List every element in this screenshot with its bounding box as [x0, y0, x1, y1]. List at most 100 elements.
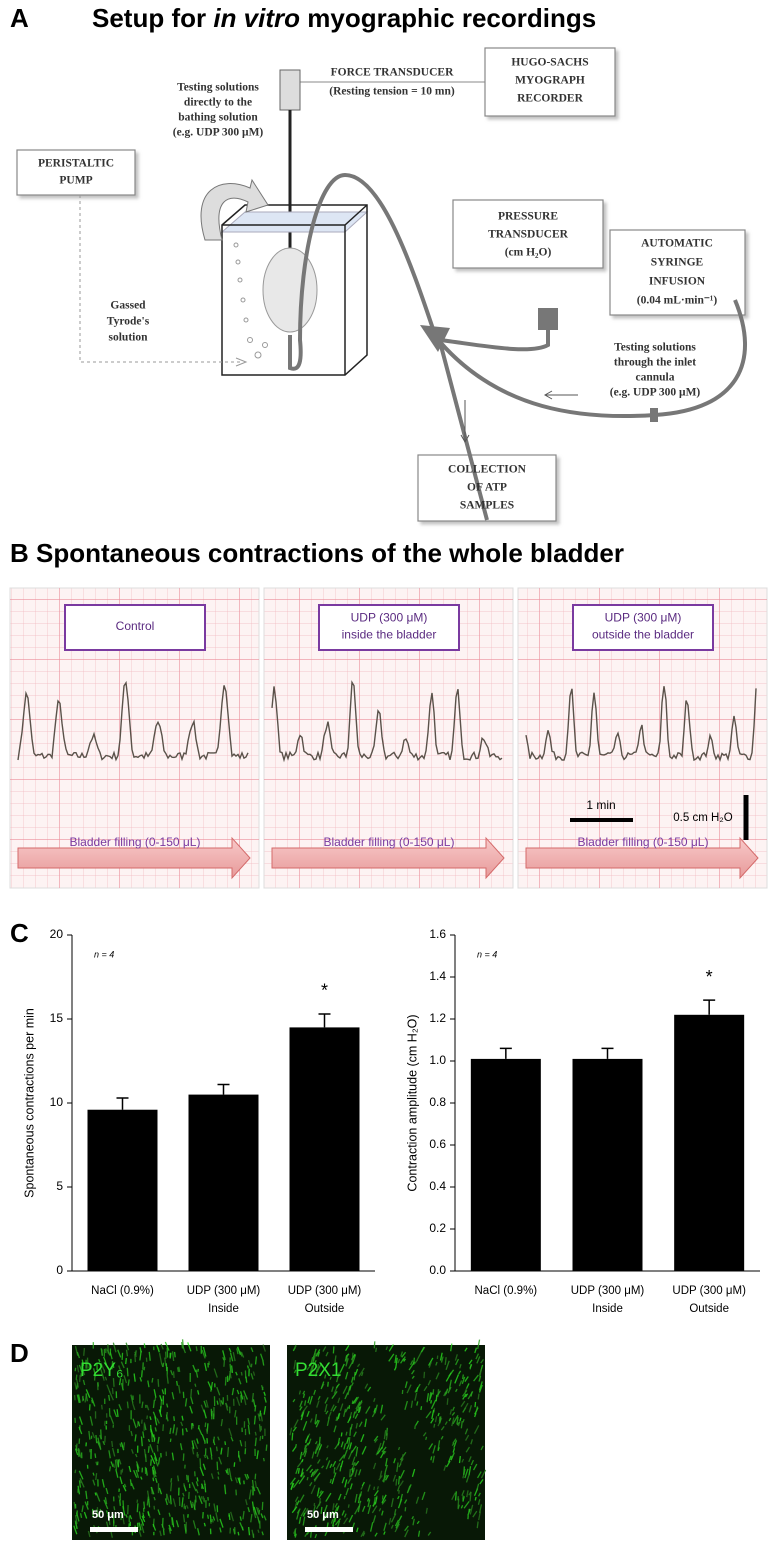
fiber [251, 1479, 255, 1487]
fiber [143, 1501, 146, 1509]
fiber [348, 1436, 351, 1445]
fiber [198, 1495, 203, 1505]
fiber [361, 1446, 367, 1455]
fiber [468, 1491, 472, 1496]
fiber [428, 1361, 432, 1368]
fiber [351, 1467, 356, 1476]
fiber [367, 1499, 371, 1508]
fiber [426, 1393, 430, 1403]
fiber [312, 1510, 315, 1518]
fiber [380, 1450, 386, 1459]
fiber [153, 1496, 156, 1501]
fiber [462, 1393, 467, 1400]
fiber [162, 1362, 165, 1368]
fiber [153, 1389, 157, 1398]
fiber [327, 1381, 329, 1387]
fiber [126, 1401, 129, 1409]
diagram-shape [460, 400, 470, 444]
fiber [247, 1418, 250, 1425]
fiber [159, 1395, 163, 1402]
fiber [292, 1426, 297, 1432]
fiber [353, 1371, 356, 1381]
fiber [146, 1496, 149, 1506]
fiber [262, 1457, 265, 1462]
fiber [73, 1525, 78, 1535]
fiber [195, 1481, 199, 1487]
fiber [366, 1497, 370, 1502]
fiber [432, 1445, 436, 1454]
fiber [151, 1466, 154, 1475]
fiber [458, 1455, 461, 1464]
fiber [331, 1477, 335, 1485]
fiber [95, 1492, 101, 1502]
diagram-shape [609, 229, 746, 316]
condition-box [572, 604, 714, 651]
fiber [394, 1519, 400, 1527]
fiber [76, 1365, 80, 1373]
fiber [381, 1510, 384, 1516]
fiber [153, 1434, 156, 1441]
fiber [196, 1477, 199, 1482]
fiber [448, 1369, 455, 1377]
fiber [299, 1451, 303, 1460]
fiber [425, 1410, 432, 1419]
fiber [153, 1457, 159, 1467]
fiber [229, 1352, 234, 1362]
fiber [409, 1360, 414, 1366]
fiber [381, 1499, 387, 1505]
fiber [153, 1452, 158, 1462]
fiber [478, 1375, 482, 1382]
fiber [379, 1470, 383, 1478]
fiber [312, 1468, 317, 1477]
fiber [179, 1443, 183, 1451]
fiber [455, 1388, 458, 1393]
fiber [428, 1443, 434, 1450]
fiber [145, 1467, 148, 1476]
label-line: NaCl (0.9%) [91, 1285, 154, 1297]
fiber [336, 1520, 341, 1528]
fiber [171, 1452, 175, 1461]
label-line: UDP (300 μM) [288, 1285, 362, 1297]
fiber [395, 1521, 400, 1529]
marker-label: P2X1 [295, 1360, 341, 1381]
fiber [85, 1490, 88, 1500]
fiber [191, 1447, 195, 1455]
fiber [420, 1346, 425, 1353]
fiber [333, 1467, 336, 1474]
fiber [447, 1455, 452, 1463]
fiber [371, 1411, 376, 1418]
fiber [460, 1504, 464, 1509]
diagram-shape [452, 199, 604, 269]
fiber [246, 1473, 250, 1479]
fiber [437, 1440, 441, 1450]
fiber [83, 1511, 88, 1519]
fiber [333, 1506, 338, 1516]
diagram-shape [420, 325, 450, 352]
fiber [254, 1405, 257, 1412]
fiber [480, 1445, 484, 1451]
fiber [256, 1486, 261, 1495]
pressure-trace [525, 686, 757, 762]
fiber [213, 1503, 217, 1512]
fiber [475, 1406, 479, 1413]
fiber [399, 1469, 405, 1479]
fiber [218, 1456, 223, 1465]
fiber [265, 1444, 268, 1451]
fiber [309, 1468, 314, 1473]
fiber [122, 1484, 127, 1492]
fiber [384, 1458, 388, 1467]
fiber [253, 1486, 256, 1492]
fiber [253, 1415, 257, 1425]
error-bar [217, 1083, 230, 1095]
fiber [147, 1446, 150, 1453]
setup-diagram [16, 47, 748, 522]
fiber [350, 1423, 353, 1430]
fiber [326, 1445, 329, 1449]
fiber [354, 1460, 360, 1467]
fiber [462, 1496, 465, 1502]
fiber [468, 1456, 472, 1463]
fiber [154, 1427, 157, 1432]
bar [289, 1027, 360, 1271]
fiber [107, 1514, 110, 1520]
fiber [458, 1380, 463, 1387]
